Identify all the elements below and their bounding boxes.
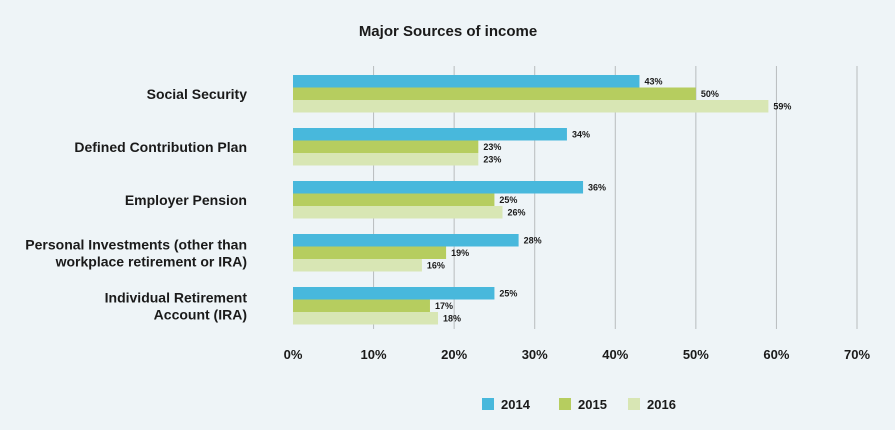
data-label: 25% <box>499 289 517 299</box>
bar-2016 <box>293 312 439 325</box>
bar-2016 <box>293 206 503 219</box>
bar-2014 <box>293 234 519 247</box>
data-label: 36% <box>588 183 606 193</box>
bar-2016 <box>293 259 422 272</box>
category-label: Social Security <box>147 86 248 102</box>
data-label: 23% <box>483 142 501 152</box>
legend: 2014 2015 2016 <box>482 397 676 412</box>
category-label: Personal Investments (other than <box>25 236 247 252</box>
category-label: Defined Contribution Plan <box>74 139 247 155</box>
x-tick-label: 30% <box>522 347 548 362</box>
category-label: workplace retirement or IRA) <box>55 253 247 269</box>
data-label: 34% <box>572 130 590 140</box>
legend-label-2016: 2016 <box>647 397 676 412</box>
category-label: Account (IRA) <box>154 306 247 322</box>
category-label: Individual Retirement <box>105 289 248 305</box>
legend-swatch-2015 <box>559 398 571 410</box>
data-label: 59% <box>773 102 791 112</box>
bar-2015 <box>293 246 447 259</box>
bar-2016 <box>293 153 479 166</box>
bar-2014 <box>293 128 567 141</box>
data-label: 43% <box>644 77 662 87</box>
bar-2015 <box>293 140 479 153</box>
data-label: 19% <box>451 248 469 258</box>
bar-2015 <box>293 193 495 206</box>
category-label: Employer Pension <box>125 192 247 208</box>
legend-swatch-2014 <box>482 398 494 410</box>
bar-2015 <box>293 299 430 312</box>
x-tick-label: 10% <box>361 347 387 362</box>
x-tick-label: 20% <box>441 347 467 362</box>
x-tick-label: 50% <box>683 347 709 362</box>
data-label: 28% <box>524 236 542 246</box>
x-axis-ticks: 0% 10% 20% 30% 40% 50% 60% 70% <box>284 347 871 362</box>
x-tick-label: 0% <box>284 347 303 362</box>
data-label: 17% <box>435 301 453 311</box>
data-label: 16% <box>427 261 445 271</box>
data-labels: 43% 50% 59% 34% 23% 23% 36% 25% 26% 28% 19% 16% 25% 1… <box>427 77 791 324</box>
chart-title: Major Sources of income <box>359 23 537 40</box>
data-label: 26% <box>507 208 525 218</box>
data-label: 23% <box>483 155 501 165</box>
bar-2016 <box>293 100 769 113</box>
data-label: 18% <box>443 314 461 324</box>
bar-2015 <box>293 87 696 100</box>
legend-label-2014: 2014 <box>501 397 531 412</box>
x-tick-label: 40% <box>602 347 628 362</box>
legend-label-2015: 2015 <box>578 397 607 412</box>
data-label: 50% <box>701 89 719 99</box>
x-tick-label: 60% <box>763 347 789 362</box>
bars <box>293 75 769 325</box>
data-label: 25% <box>499 195 517 205</box>
legend-swatch-2016 <box>628 398 640 410</box>
bar-2014 <box>293 181 584 194</box>
x-tick-label: 70% <box>844 347 870 362</box>
bar-2014 <box>293 75 640 88</box>
bar-2014 <box>293 287 495 300</box>
category-labels: Social Security Defined Contribution Plan… <box>25 86 247 323</box>
